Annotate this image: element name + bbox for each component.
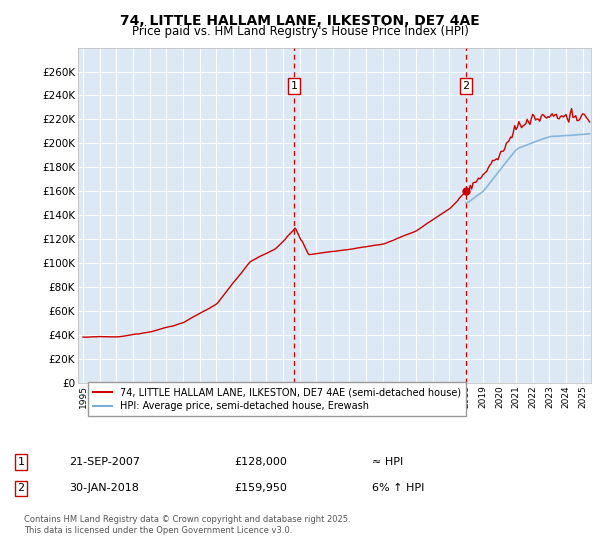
Text: Contains HM Land Registry data © Crown copyright and database right 2025.: Contains HM Land Registry data © Crown c…	[24, 515, 350, 524]
Text: £159,950: £159,950	[234, 483, 287, 493]
Text: £128,000: £128,000	[234, 457, 287, 467]
Text: 74, LITTLE HALLAM LANE, ILKESTON, DE7 4AE: 74, LITTLE HALLAM LANE, ILKESTON, DE7 4A…	[120, 14, 480, 28]
Legend: 74, LITTLE HALLAM LANE, ILKESTON, DE7 4AE (semi-detached house), HPI: Average pr: 74, LITTLE HALLAM LANE, ILKESTON, DE7 4A…	[88, 382, 466, 416]
Text: This data is licensed under the Open Government Licence v3.0.: This data is licensed under the Open Gov…	[24, 526, 292, 535]
Text: 1: 1	[17, 457, 25, 467]
Text: 1: 1	[290, 81, 298, 91]
Text: 21-SEP-2007: 21-SEP-2007	[69, 457, 140, 467]
Text: Price paid vs. HM Land Registry's House Price Index (HPI): Price paid vs. HM Land Registry's House …	[131, 25, 469, 38]
Text: 2: 2	[17, 483, 25, 493]
Text: 30-JAN-2018: 30-JAN-2018	[69, 483, 139, 493]
Text: ≈ HPI: ≈ HPI	[372, 457, 403, 467]
Text: 6% ↑ HPI: 6% ↑ HPI	[372, 483, 424, 493]
Text: 2: 2	[463, 81, 470, 91]
